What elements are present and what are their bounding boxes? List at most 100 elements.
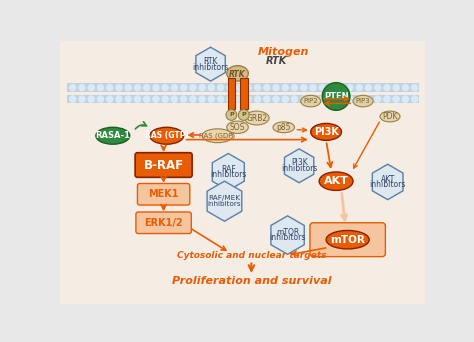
Text: SOS: SOS <box>230 123 245 132</box>
FancyBboxPatch shape <box>55 36 431 310</box>
Circle shape <box>245 96 251 102</box>
Circle shape <box>162 84 168 91</box>
Circle shape <box>144 96 150 102</box>
Circle shape <box>328 84 335 91</box>
Circle shape <box>365 96 372 102</box>
Circle shape <box>282 84 288 91</box>
Circle shape <box>125 96 131 102</box>
Circle shape <box>171 96 177 102</box>
Circle shape <box>134 96 140 102</box>
Polygon shape <box>207 181 242 221</box>
Ellipse shape <box>245 111 269 125</box>
Circle shape <box>264 96 270 102</box>
Circle shape <box>218 84 224 91</box>
Circle shape <box>79 96 85 102</box>
Circle shape <box>190 96 196 102</box>
FancyBboxPatch shape <box>135 153 192 177</box>
Circle shape <box>347 84 353 91</box>
Circle shape <box>125 84 131 91</box>
Polygon shape <box>284 149 314 183</box>
FancyBboxPatch shape <box>137 184 190 205</box>
Circle shape <box>79 84 85 91</box>
Circle shape <box>393 84 399 91</box>
Circle shape <box>107 84 113 91</box>
Circle shape <box>347 96 353 102</box>
Circle shape <box>238 109 249 120</box>
Text: Mitogen: Mitogen <box>258 47 310 57</box>
Text: RTK: RTK <box>265 56 287 66</box>
Circle shape <box>70 96 76 102</box>
Circle shape <box>116 84 122 91</box>
Circle shape <box>162 96 168 102</box>
Circle shape <box>292 96 298 102</box>
Circle shape <box>322 83 350 110</box>
Circle shape <box>171 84 177 91</box>
Circle shape <box>226 109 237 120</box>
Polygon shape <box>212 154 244 190</box>
Circle shape <box>208 84 214 91</box>
Circle shape <box>356 84 362 91</box>
Circle shape <box>264 84 270 91</box>
Ellipse shape <box>326 231 369 249</box>
Circle shape <box>181 84 187 91</box>
Circle shape <box>292 84 298 91</box>
Circle shape <box>255 96 261 102</box>
Circle shape <box>153 84 159 91</box>
Ellipse shape <box>96 127 130 144</box>
Text: inhibitors: inhibitors <box>269 234 306 242</box>
Ellipse shape <box>353 95 373 107</box>
Text: mTOR: mTOR <box>330 235 365 245</box>
Circle shape <box>227 96 233 102</box>
FancyBboxPatch shape <box>310 223 385 256</box>
Circle shape <box>310 84 316 91</box>
Text: ERK1/2: ERK1/2 <box>144 218 183 228</box>
Circle shape <box>374 96 381 102</box>
Circle shape <box>116 96 122 102</box>
Text: P: P <box>229 113 234 117</box>
Circle shape <box>337 96 344 102</box>
Text: PIP2: PIP2 <box>303 98 318 104</box>
Circle shape <box>199 96 205 102</box>
Circle shape <box>273 96 279 102</box>
Polygon shape <box>271 216 304 254</box>
Ellipse shape <box>150 127 183 144</box>
Circle shape <box>134 84 140 91</box>
Ellipse shape <box>202 129 233 143</box>
Text: inhibitors: inhibitors <box>281 164 317 173</box>
Circle shape <box>181 96 187 102</box>
Text: inhibitors: inhibitors <box>210 170 246 179</box>
Text: PIP3: PIP3 <box>356 98 370 104</box>
FancyBboxPatch shape <box>228 78 235 109</box>
Circle shape <box>365 84 372 91</box>
Text: Proliferation and survival: Proliferation and survival <box>172 276 331 286</box>
Text: PI3K: PI3K <box>314 127 338 137</box>
Text: inhibitors: inhibitors <box>370 180 406 189</box>
Circle shape <box>227 84 233 91</box>
Circle shape <box>393 96 399 102</box>
Text: P: P <box>241 113 246 117</box>
Circle shape <box>282 96 288 102</box>
Circle shape <box>153 96 159 102</box>
Text: inhibitors: inhibitors <box>192 63 229 71</box>
Circle shape <box>88 84 94 91</box>
Circle shape <box>411 84 418 91</box>
Ellipse shape <box>319 172 353 190</box>
Text: RAS (GTP): RAS (GTP) <box>145 131 189 140</box>
Text: PI3K: PI3K <box>291 158 308 167</box>
Circle shape <box>337 84 344 91</box>
Text: AKT: AKT <box>381 174 395 184</box>
Circle shape <box>301 96 307 102</box>
Circle shape <box>255 84 261 91</box>
Circle shape <box>384 84 390 91</box>
Ellipse shape <box>310 123 341 140</box>
Circle shape <box>208 96 214 102</box>
Ellipse shape <box>227 66 248 81</box>
Text: RAF: RAF <box>221 165 236 173</box>
Text: p85: p85 <box>276 123 291 132</box>
Circle shape <box>97 96 103 102</box>
Circle shape <box>190 84 196 91</box>
Text: mTOR: mTOR <box>276 228 299 237</box>
Text: GRB2: GRB2 <box>246 114 267 122</box>
Ellipse shape <box>227 121 248 133</box>
Text: RASA-1: RASA-1 <box>95 131 130 140</box>
